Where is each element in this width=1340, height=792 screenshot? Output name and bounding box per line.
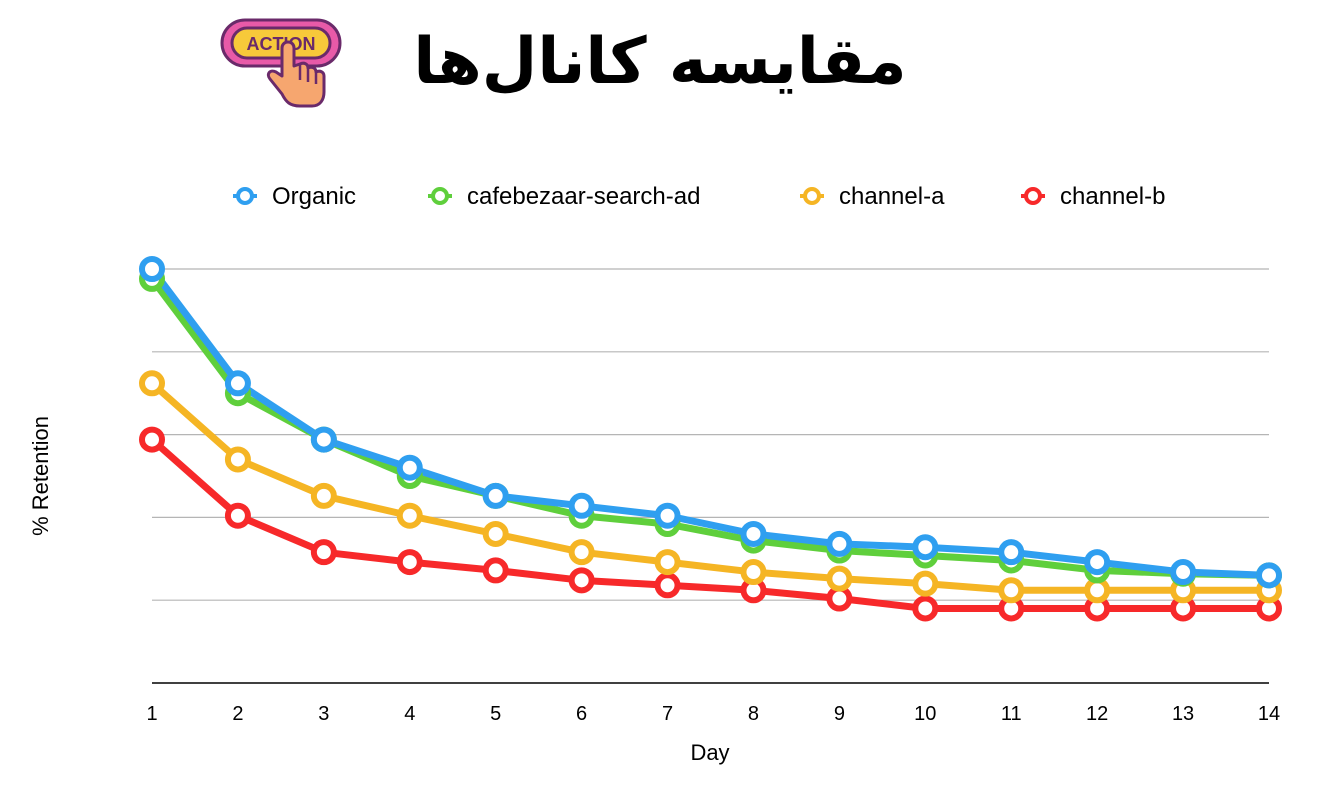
data-point [998,539,1025,566]
data-point [568,492,595,519]
chart-title: مقایسه کانال‌ها [413,25,907,99]
series-line-channel-b [148,436,1273,612]
legend-label: channel-b [1060,183,1165,210]
series-line-cafebezaar-search-ad [148,275,1273,579]
legend-item: channel-b [1021,183,1165,210]
legend-swatch-marker [803,187,821,205]
x-tick-label: 8 [748,703,759,725]
action-badge: ACTION [220,18,342,108]
y-axis-label: % Retention [28,416,53,536]
data-point [998,577,1025,604]
data-point [740,559,767,586]
x-tick-label: 2 [232,703,243,725]
series-line-Organic [148,265,1273,579]
data-point [224,446,251,473]
data-point [740,520,767,547]
pointing-hand-icon [266,40,326,108]
chart-legend: Organic cafebezaar-search-ad channel-a chan… [233,183,1165,210]
x-tick-label: 4 [404,703,415,725]
legend-label: channel-a [839,183,945,210]
x-tick-label: 5 [490,703,501,725]
data-point [139,426,165,453]
x-tick-label: 3 [318,703,329,725]
x-axis: 1 2 3 4 5 6 7 8 9 10 11 12 13 14 [146,703,1280,725]
data-point [482,482,509,509]
data-point [224,502,251,529]
badge-text: ACTION [247,34,316,54]
data-point [1256,562,1282,589]
data-point [310,482,337,509]
data-point [654,502,681,529]
data-point [139,256,165,282]
series-lines [148,265,1273,612]
data-point [310,426,337,453]
data-point [396,549,423,576]
legend-item: cafebezaar-search-ad [428,183,700,210]
data-point [1170,559,1197,586]
data-point [826,565,853,592]
x-tick-label: 12 [1086,703,1108,725]
data-point [568,539,595,566]
legend-swatch-marker [1024,187,1042,205]
x-tick-label: 14 [1258,703,1280,725]
data-point [654,572,681,599]
data-point [310,539,337,566]
legend-label: Organic [272,183,356,210]
data-point [826,530,853,557]
x-tick-label: 9 [834,703,845,725]
x-tick-label: 11 [1001,703,1022,725]
data-point [224,370,251,397]
data-point [396,502,423,529]
grid-lines [152,268,1269,684]
x-tick-label: 7 [662,703,673,725]
data-point [912,534,939,561]
x-tick-label: 10 [914,703,936,725]
data-point [912,595,939,622]
legend-swatch-marker [431,187,449,205]
series-line-channel-a [148,379,1273,594]
data-point [568,567,595,594]
data-point [1084,549,1111,576]
x-tick-label: 1 [146,703,157,725]
legend-swatch-marker [236,187,254,205]
x-tick-label: 6 [576,703,587,725]
legend-item: Organic [233,183,356,210]
data-point [482,557,509,584]
x-tick-label: 13 [1172,703,1194,725]
data-point [912,570,939,597]
data-point [654,549,681,576]
data-point [139,370,165,397]
data-point [482,520,509,547]
legend-item: channel-a [800,183,945,210]
legend-label: cafebezaar-search-ad [467,183,700,210]
data-point [396,454,423,481]
x-axis-label: Day [690,740,729,765]
series-points [139,256,1282,622]
